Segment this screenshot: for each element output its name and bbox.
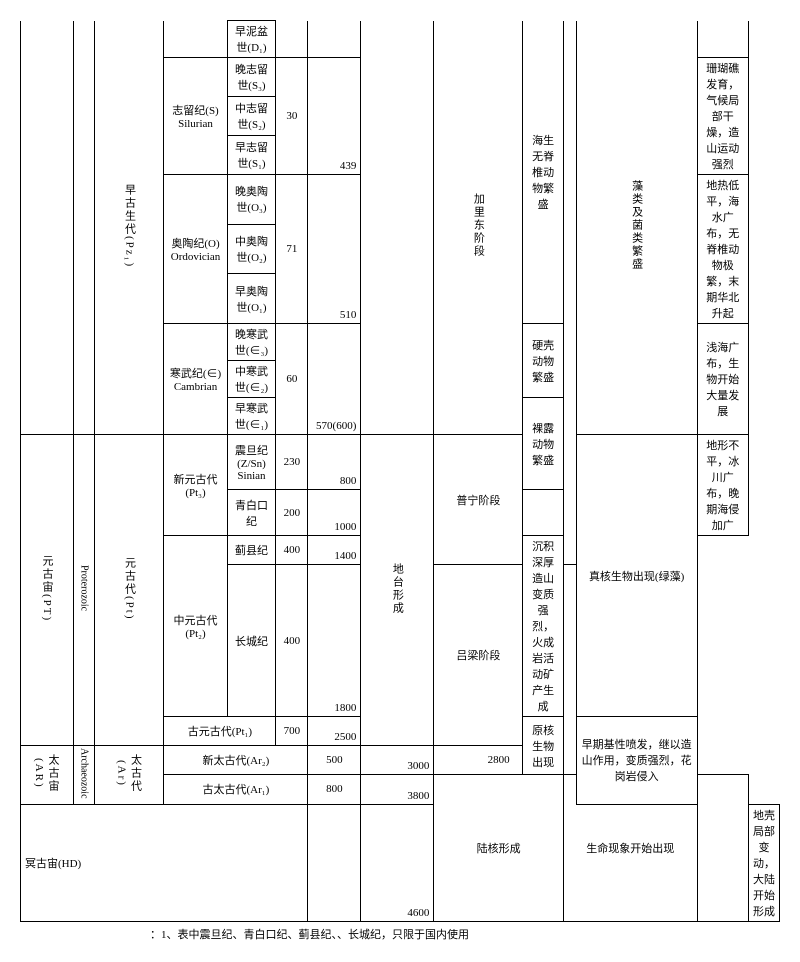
epoch-s2: 中志留世(S₂) <box>227 97 276 136</box>
epoch-s1: 早志留世(S₁) <box>227 136 276 175</box>
bio-hs: 海生无脊椎动物繁盛 <box>532 135 554 211</box>
dur-cam: 60 <box>276 324 308 435</box>
note-r1: 珊瑚礁发育，气候局部干燥，造山运动强烈 <box>697 58 748 175</box>
eon-hd: 冥古宙(HD) <box>25 858 81 870</box>
period-cam: 寒武纪(∈) Cambrian <box>164 324 227 435</box>
footnote-text: ：1、表中震旦纪、青白口纪、蓟县纪、、长城纪，只限于国内使用 <box>20 922 800 942</box>
note-r4: 地形不平，冰川广布，晚期海侵加广 <box>697 435 748 536</box>
era-pz1: 早古生代(Pz₁) <box>121 184 137 268</box>
abs-pt1: 2500 <box>308 717 361 746</box>
eon-pt-cn: 元古宙(PT) <box>39 555 55 622</box>
eon-ar-cn: 太古宙(AR) <box>33 747 61 801</box>
period-jx: 蓟县纪 <box>227 536 276 565</box>
epoch-c2: 中寒武世(∈₂) <box>227 361 276 398</box>
abs-cc: 1800 <box>308 565 361 717</box>
period-cc: 长城纪 <box>227 565 276 717</box>
note-r3: 浅海广布，生物开始大量发展 <box>697 324 748 435</box>
epoch-d1: 早泥盆世(D₁) <box>227 21 276 58</box>
dur-ar1: 800 <box>308 775 361 805</box>
era-pt2: 中元古代(Pt₂) <box>174 615 218 640</box>
bio-ll: 裸露动物繁盛 <box>523 398 564 490</box>
dur-z: 230 <box>276 435 308 490</box>
note-r7: 地壳局部变动，大陆开始形成 <box>749 804 780 921</box>
eon-ar-en: Archaeozoic <box>79 748 90 799</box>
dur-cc: 400 <box>276 565 308 717</box>
abs-hd: 4600 <box>361 804 434 921</box>
abs-s: 439 <box>308 58 361 175</box>
bio-yh: 原核生物出现 <box>532 725 554 769</box>
era-pt-cn: 元古代(Pt) <box>121 557 137 621</box>
period-z: 震旦纪(Z/Sn) Sinian <box>227 435 276 490</box>
era-pt3: 新元古代(Pt₃) <box>174 474 218 499</box>
epoch-c3: 晚寒武世(∈₃) <box>227 324 276 361</box>
dur-qbk: 200 <box>276 490 308 536</box>
stage-jld: 加里东阶段 <box>470 193 486 258</box>
epoch-s3: 晚志留世(S₃) <box>227 58 276 97</box>
dur-o: 71 <box>276 175 308 324</box>
era-ar2: 新太古代(Ar₂) <box>203 755 270 767</box>
bio-yk: 硬壳动物繁盛 <box>523 324 564 398</box>
abs-o: 510 <box>308 175 361 324</box>
geologic-time-table: 早古生代(Pz₁) 早泥盆世(D₁) 加里东阶段 海生无脊椎动物繁盛 藻类及菌类… <box>20 20 780 922</box>
dur-s: 30 <box>276 58 308 175</box>
bio-zh: 真核生物出现(绿藻) <box>589 571 684 583</box>
stage-dtxc: 地台形成 <box>389 563 405 615</box>
eon-pt-en: Proterozoic <box>79 565 90 611</box>
mid-lhxc: 陆核形成 <box>477 843 521 855</box>
dur-jx: 400 <box>276 536 308 565</box>
dur-ar2: 500 <box>308 746 361 775</box>
note-r5: 沉积深厚造山变质强烈，火成岩活动矿产生成 <box>523 536 564 717</box>
epoch-o2: 中奥陶世(O₂) <box>227 224 276 274</box>
dur-pt1: 700 <box>276 717 308 746</box>
abs-ar2: 3000 <box>361 746 434 775</box>
era-pt1: 古元古代(Pt₁) <box>188 726 252 738</box>
period-s: 志留纪(S) Silurian <box>164 58 227 175</box>
epoch-o1: 早奥陶世(O₁) <box>227 274 276 324</box>
period-qbk: 青白口纪 <box>227 490 276 536</box>
note-r2: 地热低平，海水广布，无脊椎动物极繁，末期华北升起 <box>697 175 748 324</box>
abs-jx: 1400 <box>308 536 361 565</box>
period-o: 奥陶纪(O) Ordovician <box>164 175 227 324</box>
era-ar-cn: 太古代(Ar) <box>115 747 143 801</box>
abs-cam: 570(600) <box>308 324 361 435</box>
era-ar1: 古太古代(Ar₁) <box>203 784 270 796</box>
abs-z: 800 <box>308 435 361 490</box>
abs-ar1: 3800 <box>361 775 434 805</box>
stage-pn: 普宁阶段 <box>456 495 500 507</box>
epoch-c1: 早寒武世(∈₁) <box>227 398 276 435</box>
abs-qbk: 1000 <box>308 490 361 536</box>
epoch-o3: 晚奥陶世(O₃) <box>227 175 276 225</box>
col11-alg: 藻类及菌类繁盛 <box>629 180 645 271</box>
bio-life: 生命现象开始出现 <box>563 775 697 922</box>
stage-ll: 吕梁阶段 <box>456 650 500 662</box>
